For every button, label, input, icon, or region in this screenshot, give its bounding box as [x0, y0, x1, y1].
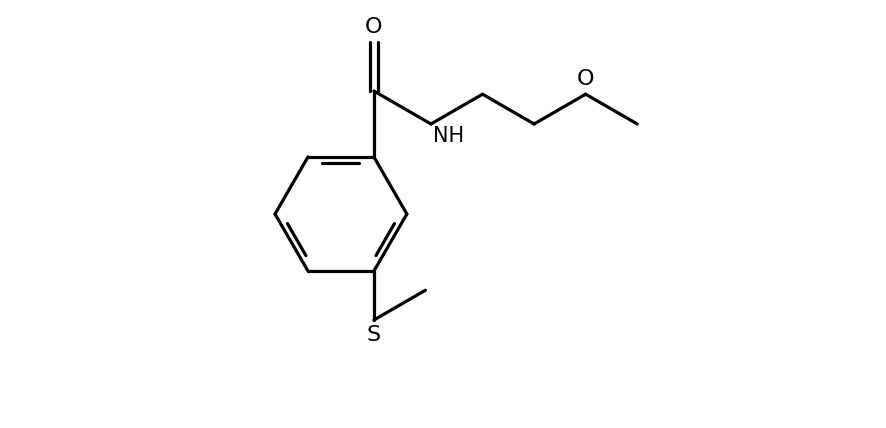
Text: NH: NH [433, 126, 464, 146]
Text: O: O [577, 68, 595, 89]
Text: O: O [365, 17, 383, 36]
Text: S: S [367, 325, 381, 345]
